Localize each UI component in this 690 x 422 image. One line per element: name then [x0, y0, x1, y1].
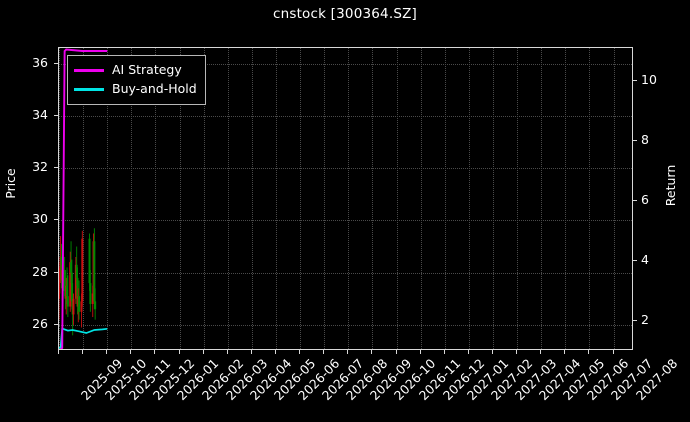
plot-area: AI Strategy Buy-and-Hold: [58, 47, 633, 350]
y-axis-left-tick-label: 32: [32, 158, 48, 174]
y-axis-right-tick-mark: [633, 200, 637, 201]
candlestick-body: [88, 238, 91, 284]
legend-item-ai-strategy: AI Strategy: [74, 61, 197, 80]
x-axis-tick-mark: [202, 350, 204, 354]
candlestick-body: [76, 277, 79, 307]
x-axis-tick-mark: [612, 350, 614, 354]
candlestick-body: [78, 296, 81, 312]
x-axis-tick-mark: [564, 350, 566, 354]
x-axis-tick-mark: [540, 350, 542, 354]
ai-strategy-line: [59, 48, 108, 349]
candlestick-body: [89, 283, 92, 304]
y-axis-left-tick-label: 28: [32, 263, 48, 279]
y-axis-left-tick-label: 30: [32, 211, 48, 227]
x-axis-tick-mark: [226, 350, 228, 354]
legend-label-ai-strategy: AI Strategy: [112, 62, 182, 78]
y-axis-right-tick-label: 6: [641, 191, 649, 207]
y-axis-right-ticks: 2 4 6 8 10: [641, 47, 689, 350]
candlestick-body: [70, 262, 73, 273]
legend-swatch-ai-strategy: [74, 69, 104, 72]
y-axis-left-tick-mark: [54, 323, 58, 325]
candlestick-body: [81, 238, 84, 302]
y-axis-left-tick-label: 26: [32, 315, 48, 331]
y-axis-right-tick-label: 8: [641, 131, 649, 147]
legend-item-buy-and-hold: Buy-and-Hold: [74, 80, 197, 99]
data-layer: [59, 48, 108, 349]
candlestick-body: [66, 296, 69, 307]
x-axis-tick-mark: [347, 350, 349, 354]
y-axis-left-tick-mark: [54, 219, 58, 221]
y-axis-right-tick-mark: [633, 320, 637, 321]
candlestick-body: [63, 270, 66, 291]
page-title: cnstock [300364.SZ]: [272, 6, 418, 22]
y-axis-right-tick-label: 10: [641, 71, 657, 87]
x-axis-tick-mark: [467, 350, 469, 354]
y-axis-right-label: Return: [663, 164, 679, 207]
candlestick-body: [66, 285, 69, 297]
x-axis-tick-mark: [443, 350, 445, 354]
candlestick-body: [70, 272, 73, 302]
x-axis-tick-mark: [395, 350, 397, 354]
y-axis-right-tick-mark: [633, 260, 637, 261]
y-axis-right-tick-label: 4: [641, 251, 649, 267]
y-axis-left-ticks: 26 28 30 32 34 36: [0, 47, 48, 350]
y-axis-right-tick-mark: [633, 140, 637, 141]
y-axis-right-tick-label: 2: [641, 311, 649, 327]
candlestick-body: [80, 301, 83, 312]
candlestick-body: [74, 264, 77, 299]
x-axis-tick-mark: [588, 350, 590, 354]
x-axis-tick-mark: [371, 350, 373, 354]
legend-label-buy-and-hold: Buy-and-Hold: [112, 81, 197, 97]
x-axis-tick-mark: [178, 350, 180, 354]
y-axis-left-tick-label: 36: [32, 54, 48, 70]
candlestick-series: [59, 228, 97, 336]
candlestick-body: [91, 293, 94, 304]
legend-swatch-buy-and-hold: [74, 88, 104, 91]
candlestick-body: [93, 241, 96, 302]
x-axis-tick-mark: [250, 350, 252, 354]
x-axis-tick-mark: [58, 350, 59, 354]
candlestick-body: [59, 267, 61, 284]
x-axis-tick-mark: [106, 350, 108, 354]
x-axis-tick-mark: [516, 350, 518, 354]
x-axis-tick-mark: [491, 350, 493, 354]
y-axis-left-tick-mark: [54, 114, 58, 116]
y-axis-left-label: Price: [2, 168, 18, 199]
x-axis-tick-mark: [299, 350, 301, 354]
candlestick-body: [72, 298, 75, 315]
x-axis-tick-mark: [274, 350, 276, 354]
candlestick-body: [69, 262, 72, 307]
x-axis-tick-mark: [154, 350, 156, 354]
legend: AI Strategy Buy-and-Hold: [67, 55, 206, 105]
candlestick-body: [60, 256, 63, 281]
x-axis-tick-mark: [323, 350, 325, 354]
buy-and-hold-line: [59, 327, 108, 349]
x-axis-tick-mark: [82, 350, 84, 354]
y-axis-left-tick-mark: [54, 62, 58, 64]
candlestick-body: [75, 264, 78, 278]
x-axis-tick-mark: [419, 350, 421, 354]
y-axis-left-tick-label: 34: [32, 106, 48, 122]
x-axis-tick-mark: [130, 350, 132, 354]
y-axis-left-tick-mark: [54, 271, 58, 273]
y-axis-right-tick-mark: [633, 80, 637, 81]
candlestick-body: [94, 301, 97, 310]
y-axis-left-tick-mark: [54, 167, 58, 169]
